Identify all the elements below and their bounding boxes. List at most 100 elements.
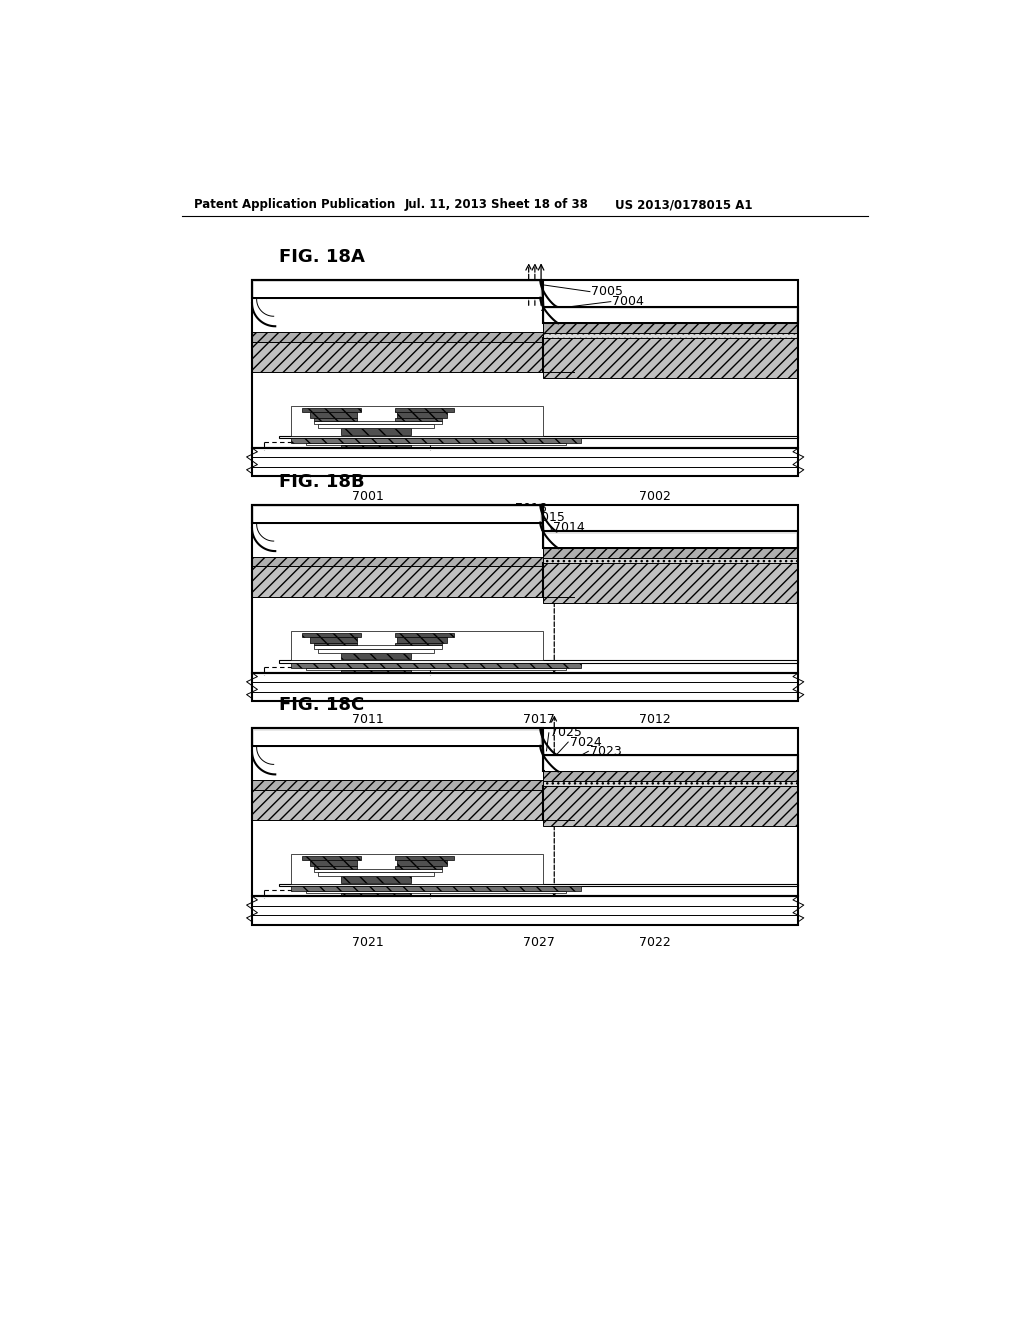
Text: US 2013/0178015 A1: US 2013/0178015 A1 <box>614 198 753 211</box>
Bar <box>314 417 356 421</box>
Bar <box>252 896 799 924</box>
Bar <box>395 866 442 869</box>
Bar <box>543 306 799 323</box>
Bar <box>252 280 543 298</box>
Text: Jul. 11, 2013: Jul. 11, 2013 <box>404 198 487 211</box>
Bar <box>314 866 356 869</box>
Bar <box>317 649 434 652</box>
Bar <box>252 447 799 477</box>
Bar <box>254 282 541 297</box>
Text: Patent Application Publication: Patent Application Publication <box>194 198 395 211</box>
Bar <box>252 333 543 342</box>
Bar <box>302 634 360 638</box>
Bar <box>545 756 796 771</box>
Bar <box>252 300 541 333</box>
Text: 7024: 7024 <box>569 735 601 748</box>
Bar <box>395 643 442 645</box>
Bar <box>341 876 411 883</box>
Bar <box>314 869 442 873</box>
Text: 7012: 7012 <box>639 713 671 726</box>
Text: Sheet 18 of 38: Sheet 18 of 38 <box>490 198 588 211</box>
Bar <box>252 342 543 372</box>
Text: 7027: 7027 <box>523 936 555 949</box>
Bar <box>252 280 799 447</box>
Bar <box>341 669 411 673</box>
Bar <box>291 631 543 660</box>
Bar <box>252 557 543 566</box>
Text: 7016: 7016 <box>515 502 547 515</box>
Bar <box>545 533 796 548</box>
Bar <box>397 412 447 417</box>
Bar <box>341 428 411 434</box>
Bar <box>252 506 543 523</box>
Text: 7021: 7021 <box>352 936 384 949</box>
Bar <box>543 781 799 787</box>
Text: FIG. 18A: FIG. 18A <box>280 248 365 267</box>
Bar <box>254 730 541 744</box>
Bar <box>543 564 799 603</box>
Bar <box>314 643 356 645</box>
Text: 7015: 7015 <box>532 511 564 524</box>
Text: 7025: 7025 <box>550 726 583 739</box>
Bar <box>302 408 360 412</box>
Text: FIG. 18C: FIG. 18C <box>280 697 365 714</box>
Bar <box>543 323 799 333</box>
Text: 7017: 7017 <box>523 713 555 726</box>
Bar <box>341 652 411 660</box>
Bar <box>252 524 541 557</box>
Text: 7014: 7014 <box>553 520 585 533</box>
Bar <box>394 857 455 861</box>
Bar <box>397 638 447 643</box>
Bar <box>280 883 799 886</box>
Bar <box>310 638 356 643</box>
Bar <box>291 886 582 891</box>
Bar <box>543 333 799 338</box>
Bar <box>280 660 799 663</box>
Bar <box>543 548 799 557</box>
Bar <box>543 338 799 379</box>
Text: 7004: 7004 <box>612 296 644 308</box>
Bar <box>280 436 799 438</box>
Bar <box>394 408 455 412</box>
Bar <box>252 566 543 597</box>
Bar <box>252 506 799 673</box>
Bar <box>543 755 799 771</box>
Bar <box>341 445 411 447</box>
Bar <box>291 407 543 436</box>
Bar <box>291 854 543 883</box>
Bar <box>306 444 566 445</box>
Bar <box>314 421 442 424</box>
Text: 7001: 7001 <box>352 490 384 503</box>
Bar <box>543 557 799 564</box>
Text: 7003: 7003 <box>632 305 664 318</box>
Bar <box>543 532 799 548</box>
Bar <box>310 412 356 417</box>
Text: 7022: 7022 <box>639 936 671 949</box>
Bar <box>341 894 411 896</box>
Bar <box>395 417 442 421</box>
Bar <box>317 424 434 428</box>
Text: 7013: 7013 <box>572 531 604 544</box>
Bar <box>306 891 566 894</box>
Bar <box>394 634 455 638</box>
Bar <box>545 309 796 322</box>
Bar <box>252 729 543 746</box>
Bar <box>291 663 582 668</box>
Text: 7023: 7023 <box>590 744 622 758</box>
Bar <box>252 729 799 896</box>
Bar <box>543 771 799 781</box>
Bar <box>314 645 442 649</box>
Bar <box>252 780 543 789</box>
Bar <box>543 787 799 826</box>
Bar <box>310 861 356 866</box>
Text: FIG. 18B: FIG. 18B <box>280 473 365 491</box>
Bar <box>302 857 360 861</box>
Bar <box>397 861 447 866</box>
Bar <box>317 873 434 876</box>
Bar <box>291 438 582 444</box>
Text: 7002: 7002 <box>639 490 671 503</box>
Bar <box>252 747 541 780</box>
Bar <box>306 668 566 669</box>
Bar <box>252 789 543 821</box>
Bar <box>254 507 541 521</box>
